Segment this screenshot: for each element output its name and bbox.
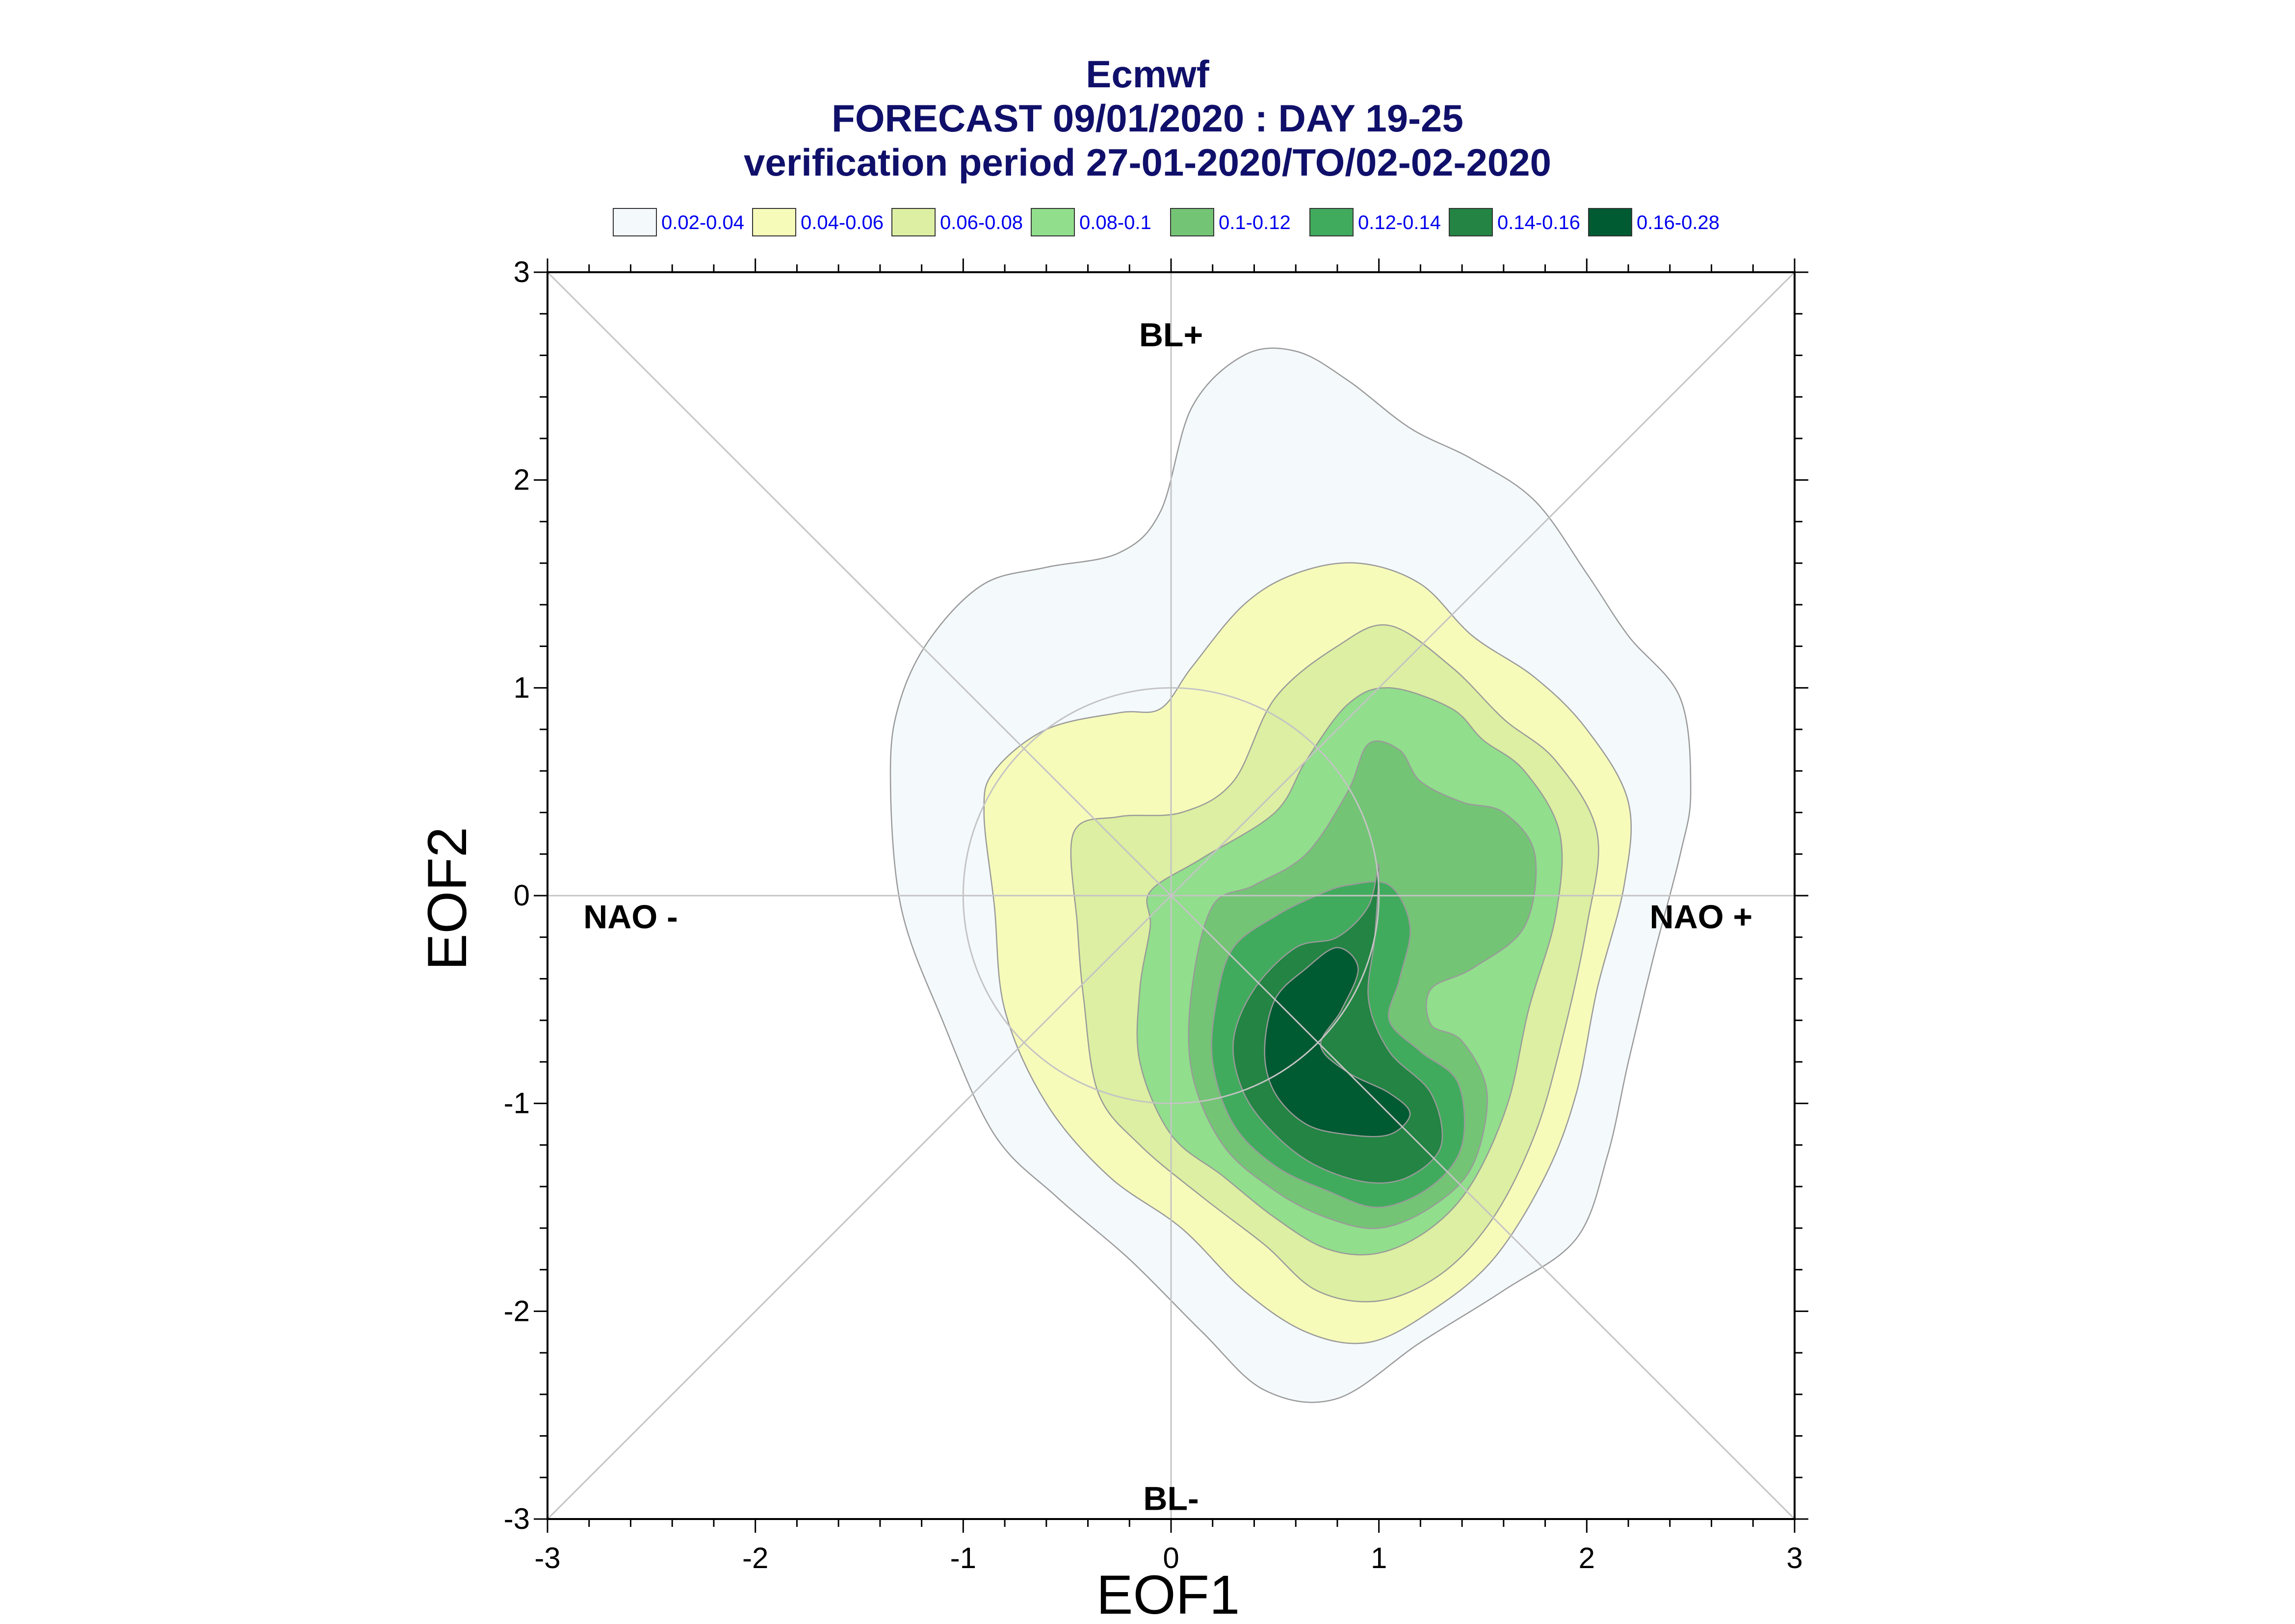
- y-tick-label: 0: [514, 879, 530, 912]
- plot-area: -3 -2 -1 0 1 2 3 -3 -2 -1 0 1 2 3 BL+ BL- NAO - NAO +: [504, 256, 1808, 1574]
- x-tick-label: -2: [742, 1542, 768, 1574]
- legend-swatch: [613, 208, 657, 236]
- legend-swatch: [1031, 208, 1075, 236]
- title-line-2: FORECAST 09/01/2020 : DAY 19-25: [832, 97, 1463, 140]
- legend-swatch: [891, 208, 936, 236]
- legend-label: 0.04-0.06: [801, 212, 884, 233]
- regime-label: BL-: [1143, 1480, 1199, 1518]
- reference-lines: [547, 271, 1796, 1520]
- title-line-1: Ecmwf: [1086, 52, 1209, 96]
- legend-label: 0.02-0.04: [661, 212, 744, 233]
- regime-label: BL+: [1139, 316, 1203, 354]
- y-tick-label: 3: [514, 256, 530, 288]
- x-tick-label: 1: [1371, 1542, 1387, 1574]
- y-axis-title: EOF2: [417, 827, 478, 971]
- density-contours: [889, 347, 1692, 1403]
- x-tick-label: 0: [1163, 1542, 1179, 1574]
- legend-label: 0.08-0.1: [1079, 212, 1151, 233]
- legend-label: 0.12-0.14: [1358, 212, 1441, 233]
- y-tick-label: 1: [514, 671, 530, 704]
- legend-swatch: [1309, 208, 1354, 236]
- chart-title: Ecmwf FORECAST 09/01/2020 : DAY 19-25 ve…: [744, 52, 1551, 184]
- legend-label: 0.1-0.12: [1219, 212, 1291, 233]
- legend-swatch: [1170, 208, 1214, 236]
- x-tick-label: -1: [950, 1542, 976, 1574]
- x-axis-title: EOF1: [1096, 1564, 1240, 1624]
- x-tick-label: 2: [1579, 1542, 1595, 1574]
- legend-swatch: [1449, 208, 1493, 236]
- regime-label: NAO -: [583, 898, 678, 935]
- y-tick-label: -1: [504, 1087, 530, 1120]
- regime-label: NAO +: [1649, 898, 1752, 935]
- regime-labels: BL+ BL- NAO - NAO +: [583, 316, 1752, 1518]
- y-tick-label: -3: [504, 1502, 530, 1535]
- legend-label: 0.06-0.08: [940, 212, 1023, 233]
- y-tick-label: 2: [514, 464, 530, 496]
- axis-ticks: -3 -2 -1 0 1 2 3 -3 -2 -1 0 1 2 3: [504, 256, 1808, 1574]
- y-tick-label: -2: [504, 1294, 530, 1327]
- x-tick-label: -3: [534, 1542, 560, 1574]
- legend-label: 0.14-0.16: [1497, 212, 1580, 233]
- legend: 0.02-0.04 0.04-0.06 0.06-0.08 0.08-0.1 0.1-0…: [613, 208, 1720, 236]
- legend-swatch: [752, 208, 796, 236]
- legend-label: 0.16-0.28: [1637, 212, 1720, 233]
- contour-0.16-0.28: [1264, 947, 1411, 1137]
- legend-swatch: [1588, 208, 1632, 236]
- unit-circle: [962, 687, 1380, 1105]
- x-tick-label: 3: [1786, 1542, 1802, 1574]
- title-line-3: verification period 27-01-2020/TO/02-02-…: [744, 141, 1551, 184]
